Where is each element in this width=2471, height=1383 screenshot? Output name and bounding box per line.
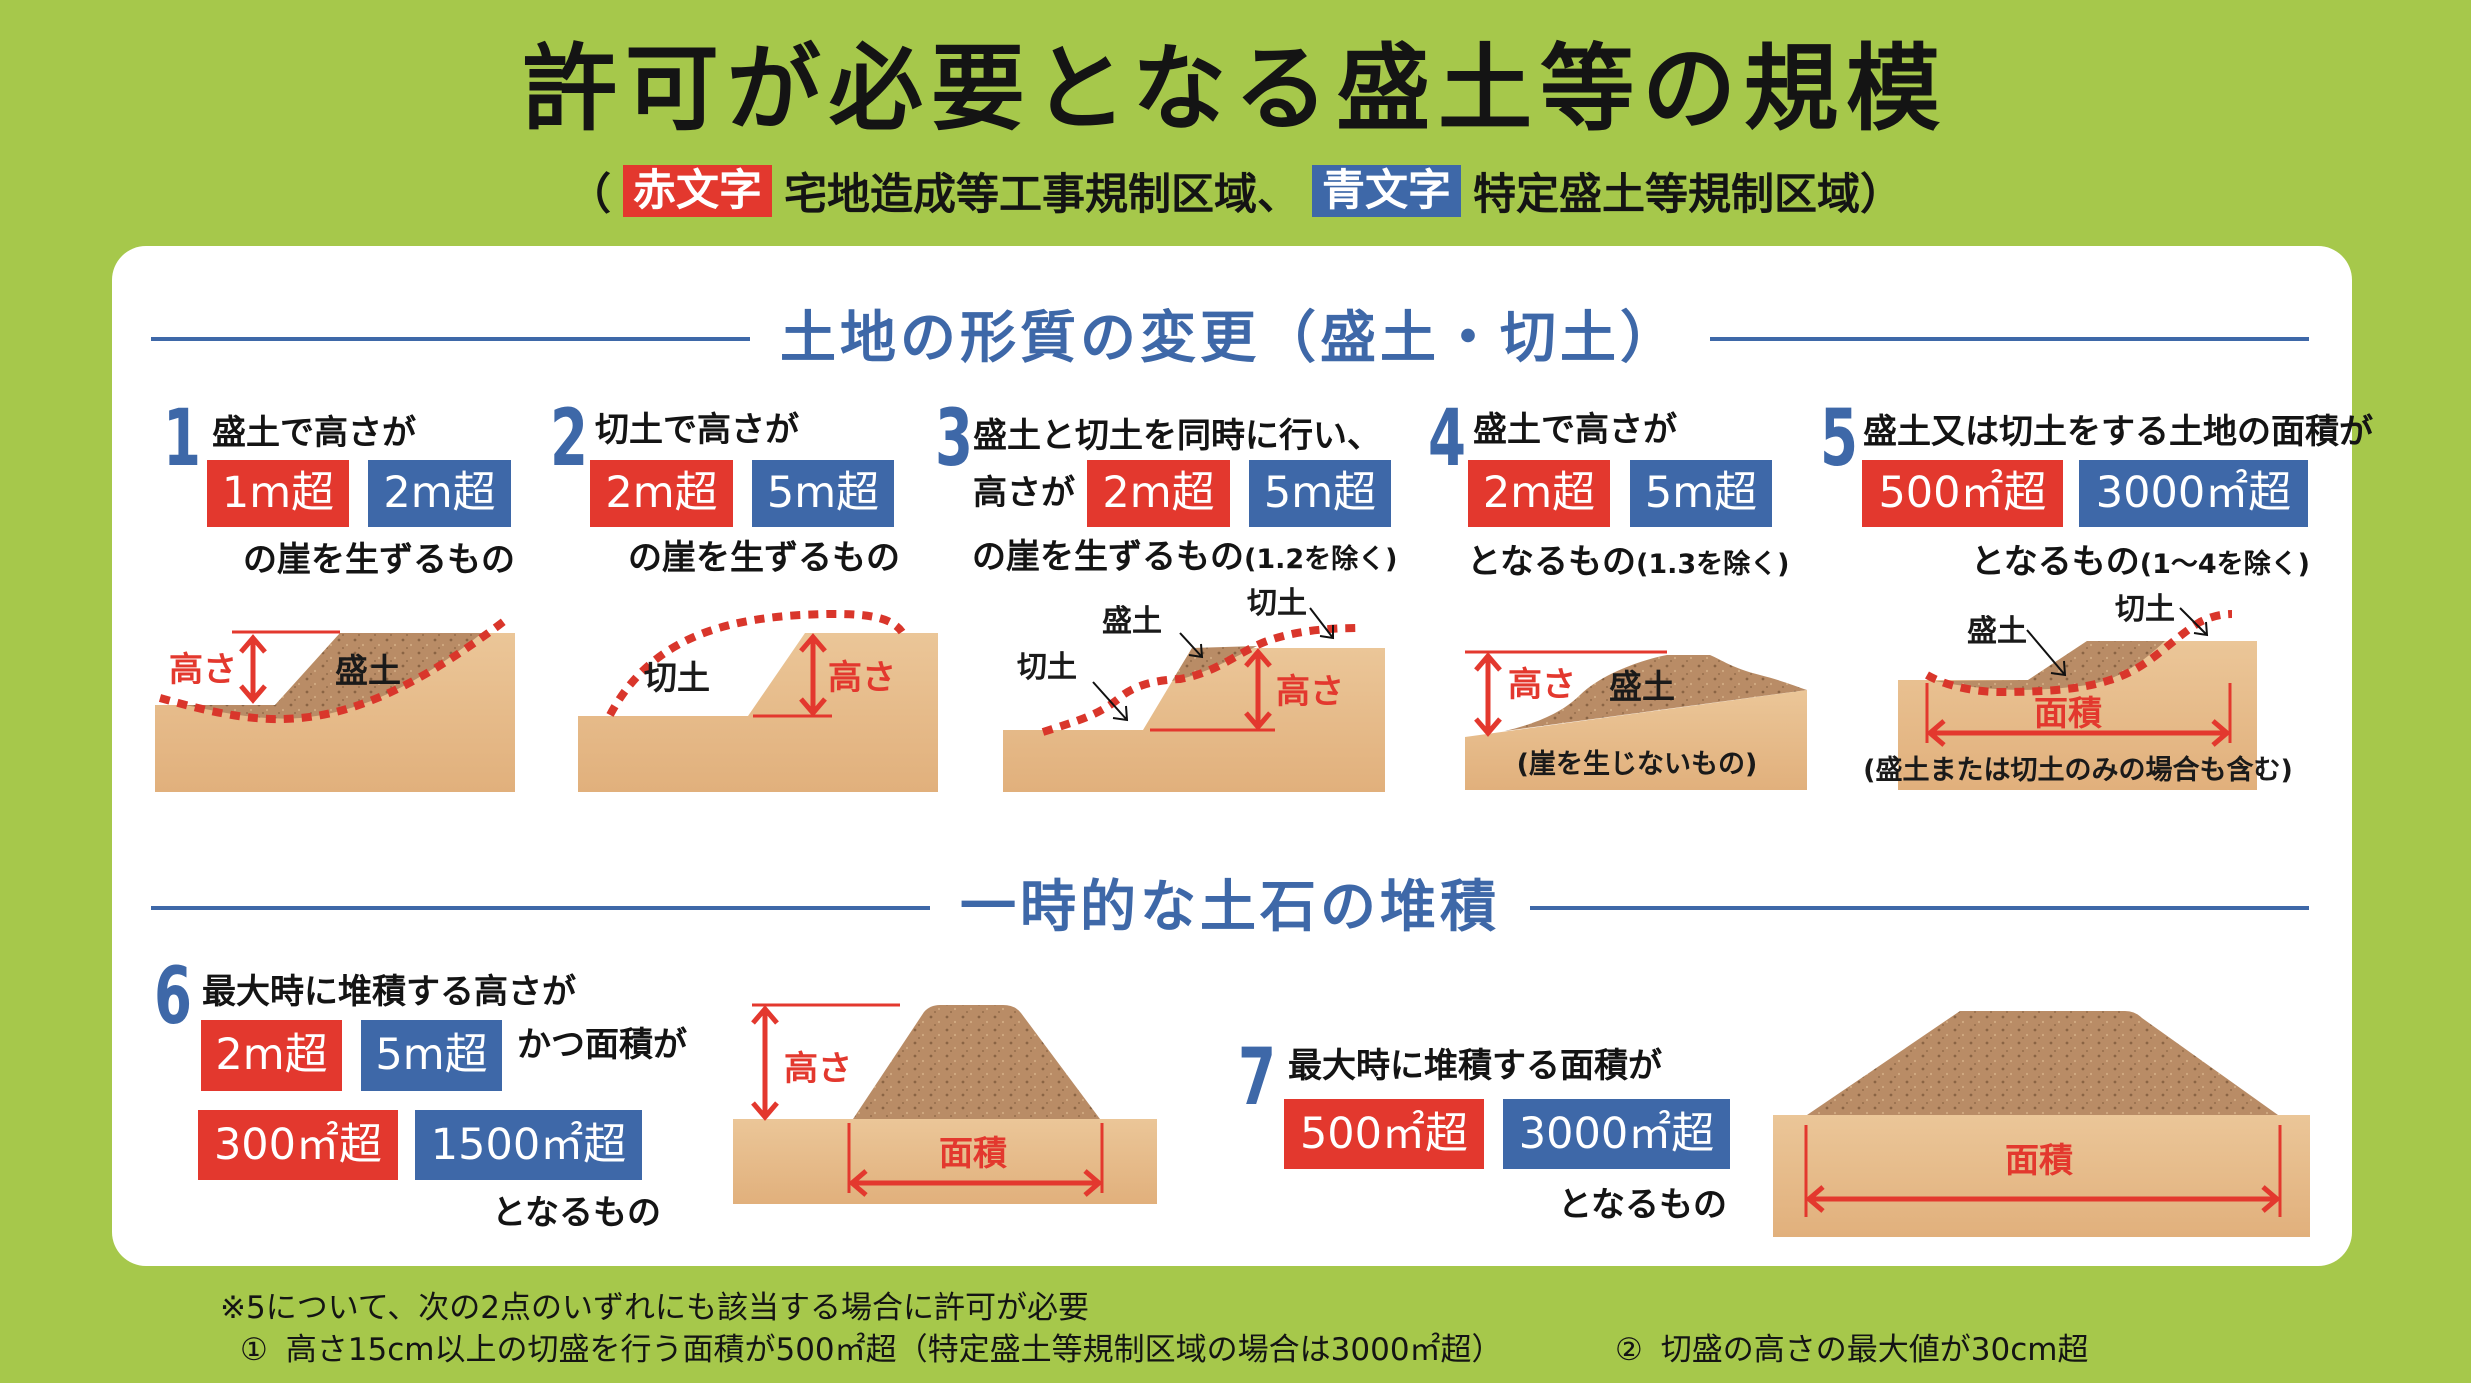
- legend-close-paren: ）: [1860, 170, 1903, 220]
- red-threshold-badge: 500㎡超: [1862, 460, 2063, 527]
- item-result-text: の崖を生ずるもの: [243, 540, 515, 580]
- condition-text: 高さ15cm以上の切盛を行う面積が500㎡超（特定盛土等規制区域の場合は3000…: [285, 1332, 1503, 1368]
- item-number: 5: [1820, 394, 1858, 484]
- item-number: 7: [1238, 1033, 1276, 1123]
- item-exclusion-note: (1〜4を除く): [2139, 549, 2310, 580]
- legend-red-text: 宅地造成等工事規制区域、: [784, 170, 1300, 220]
- legend-open-paren: （: [568, 170, 611, 220]
- item-condition-text: 切土で高さが: [595, 410, 799, 450]
- footer-condition-1: ① 高さ15cm以上の切盛を行う面積が500㎡超（特定盛土等規制区域の場合は300…: [240, 1332, 1503, 1368]
- section-title: 土地の形質の変更（盛土・切土）: [780, 306, 1680, 371]
- red-threshold-badge: 1m超: [207, 460, 349, 527]
- blue-threshold-badge: 5m超: [1249, 460, 1391, 527]
- red-height-badge: 2m超: [201, 1020, 342, 1091]
- item-number: 4: [1428, 394, 1466, 484]
- divider-line: [1530, 906, 2309, 910]
- blue-threshold-badge: 3000㎡超: [2079, 460, 2308, 527]
- blue-height-badge: 5m超: [361, 1020, 502, 1091]
- item-number: 3: [935, 394, 973, 484]
- condition-marker: ②: [1615, 1332, 1643, 1368]
- red-area-badge: 500㎡超: [1284, 1099, 1484, 1169]
- legend-red-tag: 赤文字: [623, 165, 772, 217]
- item-result-main: となるもの: [1467, 542, 1636, 582]
- condition-text: 切盛の高さの最大値が30cm超: [1660, 1332, 2089, 1368]
- item-result-main: となるもの: [1970, 542, 2140, 582]
- section-header-temporary-stockpile: 一時的な土石の堆積: [151, 873, 2309, 943]
- item-condition-text: 盛土で高さが: [1473, 410, 1677, 450]
- condition-marker: ①: [240, 1332, 268, 1368]
- item-condition-text-2: 高さが: [973, 473, 1075, 513]
- divider-line: [1710, 337, 2309, 341]
- item-number: 6: [154, 952, 192, 1042]
- item-result-main: の崖を生ずるもの: [972, 537, 1244, 577]
- divider-line: [151, 337, 750, 341]
- item-result-text: の崖を生ずるもの: [628, 538, 900, 578]
- item-condition-text: 最大時に堆積する面積が: [1288, 1046, 1662, 1086]
- item-condition-text-2: かつ面積が: [517, 1025, 687, 1065]
- item-result-text: となるもの(1.3を除く): [1467, 542, 1790, 585]
- blue-threshold-badge: 2m超: [368, 460, 511, 527]
- item-result-text: の崖を生ずるもの(1.2を除く): [972, 537, 1398, 580]
- blue-area-badge: 3000㎡超: [1503, 1099, 1730, 1169]
- item-condition-text: 盛土で高さが: [212, 413, 416, 453]
- item-result-text: となるもの: [492, 1193, 661, 1233]
- section-title: 一時的な土石の堆積: [960, 875, 1500, 940]
- section-header-land-change: 土地の形質の変更（盛土・切土）: [151, 304, 2309, 374]
- footer-note: ※5について、次の2点のいずれにも該当する場合に許可が必要: [220, 1290, 1089, 1326]
- page-title: 許可が必要となる盛土等の規模: [522, 35, 1949, 144]
- item-number: 1: [163, 394, 201, 484]
- red-threshold-badge: 2m超: [1087, 460, 1230, 527]
- item-condition-text: 盛土と切土を同時に行い、: [973, 416, 1381, 456]
- item-exclusion-note: (1.2を除く): [1244, 544, 1398, 575]
- legend-blue-text: 特定盛土等規制区域: [1473, 170, 1860, 220]
- blue-area-badge: 1500㎡超: [415, 1110, 642, 1180]
- divider-line: [151, 906, 930, 910]
- color-legend: （ 赤文字 宅地造成等工事規制区域、 青文字 特定盛土等規制区域 ）: [0, 163, 2471, 220]
- red-threshold-badge: 2m超: [590, 460, 733, 527]
- blue-threshold-badge: 5m超: [752, 460, 894, 527]
- item-result-text: となるもの: [1558, 1185, 1727, 1225]
- blue-threshold-badge: 5m超: [1630, 460, 1772, 527]
- item-result-text: となるもの(1〜4を除く): [1971, 542, 2310, 585]
- legend-blue-tag: 青文字: [1312, 165, 1461, 217]
- item-condition-text: 盛土又は切土をする土地の面積が: [1863, 412, 2373, 452]
- footer-condition-2: ② 切盛の高さの最大値が30cm超: [1615, 1332, 2088, 1368]
- item-exclusion-note: (1.3を除く): [1635, 549, 1790, 580]
- item-condition-text: 最大時に堆積する高さが: [202, 972, 576, 1012]
- red-area-badge: 300㎡超: [198, 1110, 398, 1180]
- red-threshold-badge: 2m超: [1468, 460, 1610, 527]
- item-number: 2: [550, 394, 588, 484]
